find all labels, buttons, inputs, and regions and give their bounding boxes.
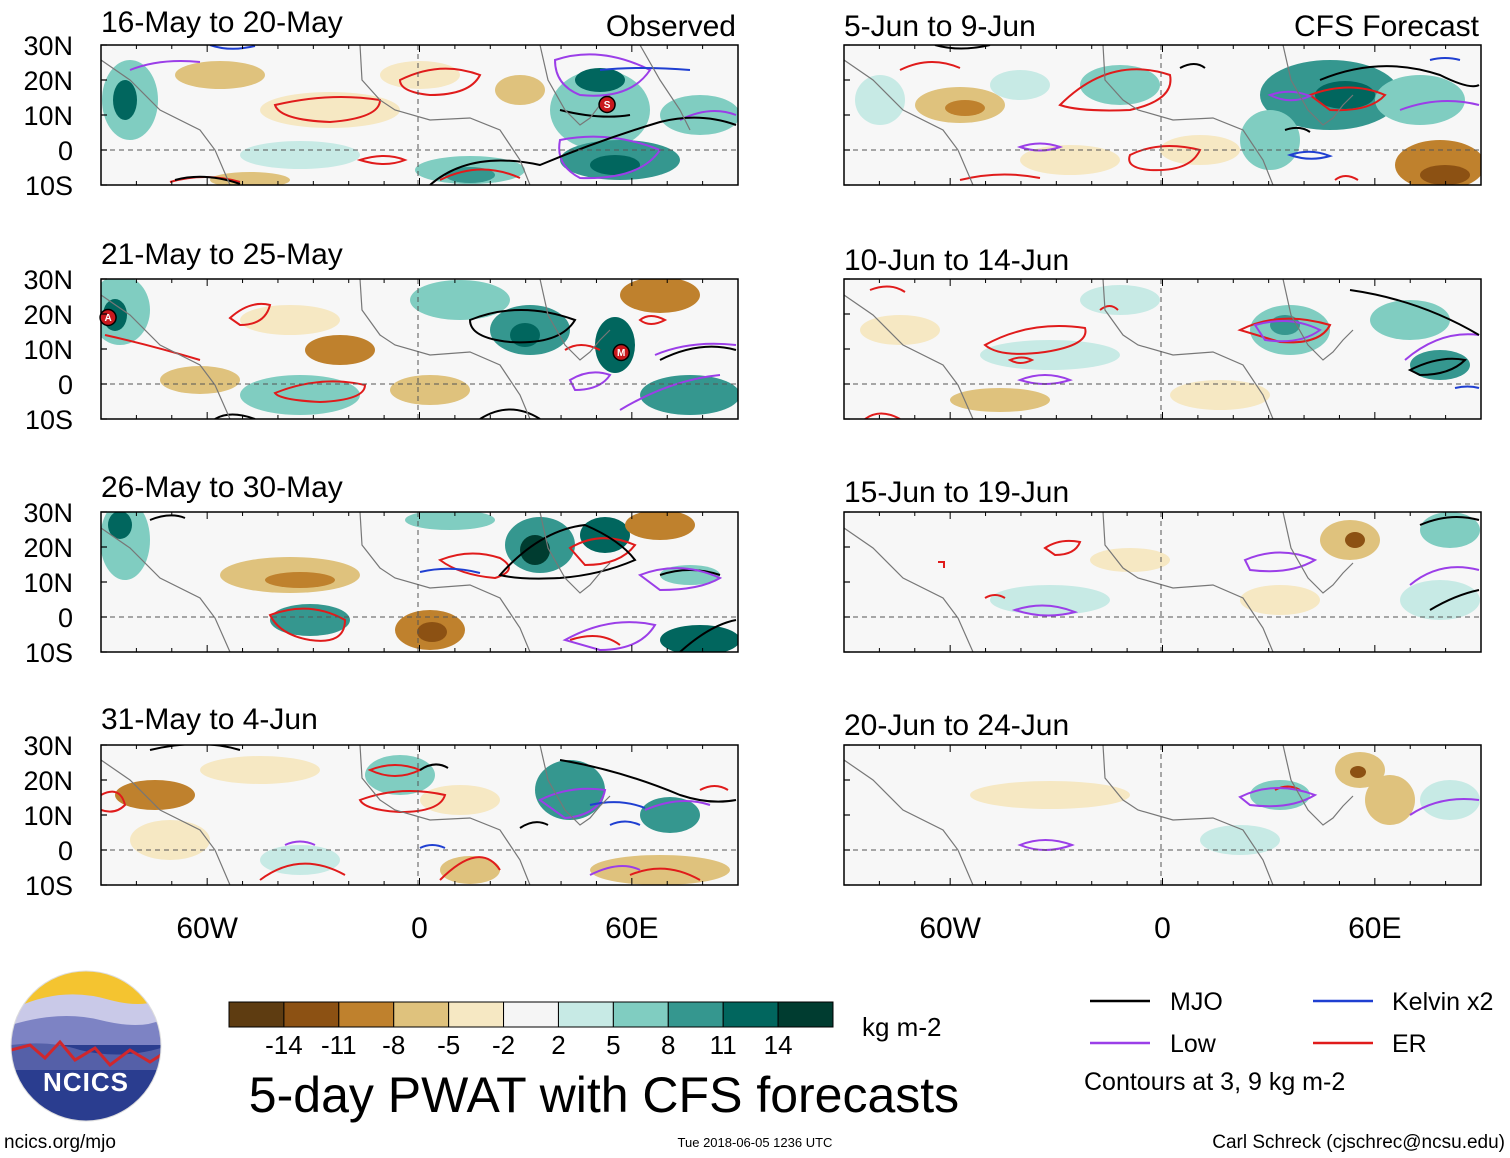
logo-text: NCICS <box>43 1067 129 1097</box>
colorbar-swatch <box>722 1001 779 1028</box>
footer-url[interactable]: ncics.org/mjo <box>4 1132 116 1153</box>
lon-tick-label: 0 <box>411 912 428 945</box>
pwat-anomaly-field <box>101 745 738 885</box>
colorbar-tick-label: -14 <box>265 1030 303 1060</box>
storm-marker: A <box>99 308 117 327</box>
colorbar-tick-label: -8 <box>382 1030 405 1060</box>
colorbar-tick-label: 5 <box>606 1030 620 1060</box>
panel-observed-4: 31-May to 4-Jun <box>100 703 739 886</box>
svg-text:M: M <box>617 348 625 359</box>
lon-tick-label: 60E <box>605 912 658 945</box>
panel-observed-3: 26-May to 30-May <box>100 471 739 653</box>
legend-note: Contours at 3, 9 kg m-2 <box>1084 1068 1345 1096</box>
panel-forecast-4: 20-Jun to 24-Jun <box>843 709 1482 886</box>
lat-tick-label: 20N <box>23 766 73 796</box>
longitude-axis: 60W 0 60E 60W 0 60E <box>100 45 1482 945</box>
panel-period-title: 16-May to 20-May <box>101 6 343 39</box>
colorbar-tick-label: 11 <box>710 1030 737 1060</box>
contour-legend: MJO Kelvin x2 Low ER Contours at 3, 9 kg… <box>1084 988 1493 1096</box>
lat-tick-label: 0 <box>58 836 73 866</box>
colorbar-tick-label: -5 <box>437 1030 460 1060</box>
lon-tick-label: 0 <box>1154 912 1171 945</box>
lat-tick-label: 20N <box>23 66 73 96</box>
colorbar-swatch <box>228 1001 285 1028</box>
column-label-forecast: CFS Forecast <box>1294 10 1480 43</box>
colorbar-swatch <box>667 1001 724 1028</box>
colorbar-tick-label: 14 <box>764 1030 793 1060</box>
legend-label-er: ER <box>1392 1030 1427 1058</box>
pwat-anomaly-field <box>101 279 738 419</box>
pwat-anomaly-field <box>844 279 1481 419</box>
lat-tick-label: 30N <box>23 731 73 761</box>
lon-tick-label: 60W <box>919 912 981 945</box>
colorbar-tick-label: 2 <box>551 1030 565 1060</box>
figure-title: 5-day PWAT with CFS forecasts <box>249 1067 959 1123</box>
lat-tick-label: 10N <box>23 335 73 365</box>
panel-period-title: 5-Jun to 9-Jun <box>844 10 1036 43</box>
ncics-logo: NCICS <box>10 970 162 1122</box>
pwat-anomaly-field <box>844 45 1481 185</box>
panel-observed-1: 16-May to 20-May Observed <box>100 6 739 186</box>
lat-tick-label: 0 <box>58 370 73 400</box>
lat-tick-label: 30N <box>23 31 73 61</box>
lat-tick-label: 0 <box>58 603 73 633</box>
lat-tick-label: 10S <box>25 871 73 901</box>
lat-tick-label: 20N <box>23 300 73 330</box>
pwat-anomaly-field <box>844 512 1481 652</box>
pwat-anomaly-field <box>101 512 738 652</box>
panel-forecast-3: 15-Jun to 19-Jun <box>843 476 1482 653</box>
footer-author: Carl Schreck (cjschrec@ncsu.edu) <box>1212 1132 1505 1153</box>
colorbar-swatch <box>557 1001 614 1028</box>
column-label-observed: Observed <box>606 10 736 43</box>
latitude-axis: 30N 20N 10N 0 10S 30N 20N 10N 0 10S 30N 20N 10N 0 10S 3… <box>23 31 850 901</box>
colorbar-swatch <box>283 1001 340 1028</box>
colorbar-swatch <box>338 1001 395 1028</box>
lat-tick-label: 10N <box>23 568 73 598</box>
lat-tick-label: 20N <box>23 533 73 563</box>
legend-label-mjo: MJO <box>1170 988 1223 1016</box>
colorbar-tick-label: 8 <box>661 1030 675 1060</box>
colorbar-swatch <box>393 1001 450 1028</box>
panel-period-title: 26-May to 30-May <box>101 471 343 504</box>
pwat-anomaly-field <box>844 745 1481 885</box>
panel-observed-2: 21-May to 25-May <box>100 238 739 420</box>
svg-text:S: S <box>604 100 611 111</box>
panel-period-title: 21-May to 25-May <box>101 238 343 271</box>
colorbar-tick-label: -11 <box>321 1030 357 1060</box>
legend-label-kelvin: Kelvin x2 <box>1392 988 1493 1016</box>
lat-tick-label: 10S <box>25 405 73 435</box>
colorbar-swatch <box>612 1001 669 1028</box>
lat-tick-label: 10N <box>23 801 73 831</box>
colorbar-units: kg m-2 <box>862 1012 941 1042</box>
footer-timestamp: Tue 2018-06-05 1236 UTC <box>678 1135 833 1150</box>
lat-tick-label: 10N <box>23 101 73 131</box>
svg-text:A: A <box>104 313 111 324</box>
legend-label-low: Low <box>1170 1030 1217 1058</box>
storm-marker: M <box>612 343 630 362</box>
lat-tick-label: 30N <box>23 498 73 528</box>
panel-forecast-1: 5-Jun to 9-Jun CFS Forecast <box>843 10 1482 186</box>
lat-tick-label: 10S <box>25 171 73 201</box>
storm-markers: S A M <box>99 95 630 362</box>
colorbar-swatch <box>503 1001 559 1028</box>
lat-tick-label: 0 <box>58 136 73 166</box>
colorbar-tick-label: -2 <box>492 1030 515 1060</box>
panel-period-title: 10-Jun to 14-Jun <box>844 244 1069 277</box>
lat-tick-label: 30N <box>23 265 73 295</box>
lon-tick-label: 60W <box>176 912 238 945</box>
panel-period-title: 20-Jun to 24-Jun <box>844 709 1069 742</box>
panel-period-title: 15-Jun to 19-Jun <box>844 476 1069 509</box>
panel-period-title: 31-May to 4-Jun <box>101 703 318 736</box>
lat-tick-label: 10S <box>25 638 73 668</box>
storm-marker: S <box>598 95 616 114</box>
colorbar: -14 -11 -8 -5 -2 2 5 8 11 14 <box>228 1001 834 1060</box>
panel-forecast-2: 10-Jun to 14-Jun <box>843 244 1482 420</box>
colorbar-swatch <box>777 1001 834 1028</box>
colorbar-swatch <box>448 1001 505 1028</box>
lon-tick-label: 60E <box>1348 912 1401 945</box>
pwat-anomaly-field <box>101 45 738 185</box>
